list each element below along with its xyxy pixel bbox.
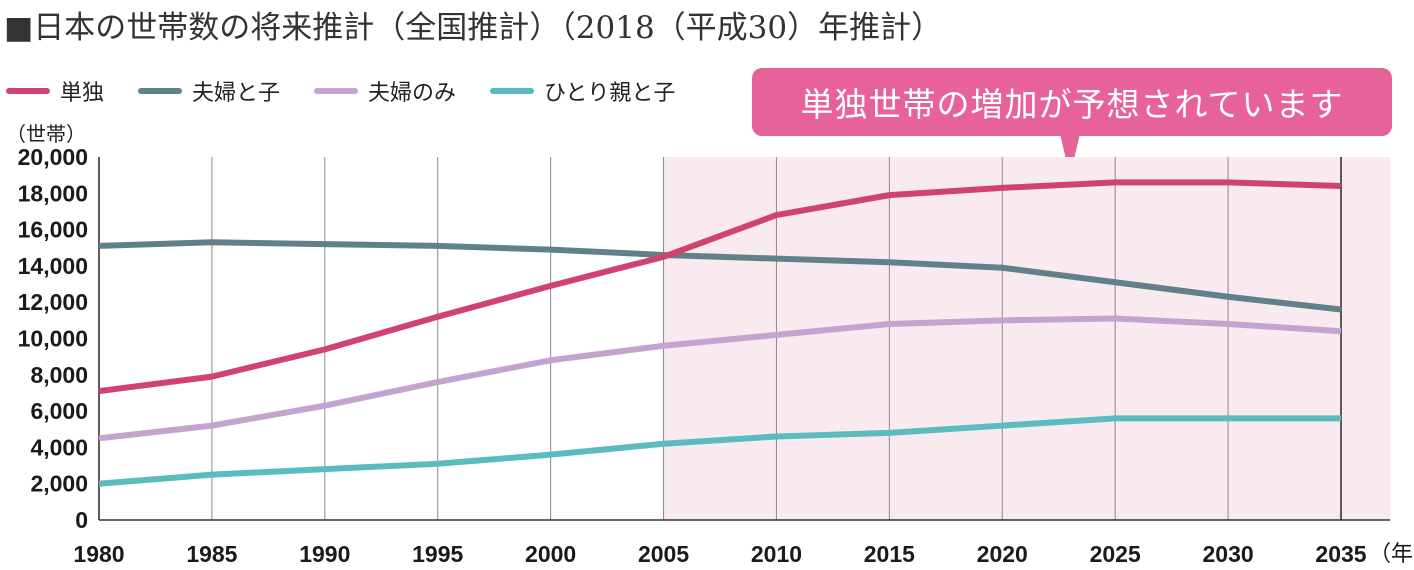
- legend-label-couple-only: 夫婦のみ: [368, 81, 457, 106]
- x-tick-label: 1990: [299, 541, 350, 567]
- series-line-single: [98, 179, 1342, 395]
- legend-swatch-single-parent: [490, 88, 535, 94]
- x-tick-label: 2035: [1315, 541, 1366, 567]
- y-tick-label: 18,000: [18, 180, 88, 206]
- series-line-couple-only: [98, 315, 1342, 442]
- x-tick-label: 2025: [1090, 541, 1141, 567]
- legend-item-couple-children: 夫婦と子: [138, 75, 280, 107]
- y-tick-label: 4,000: [30, 434, 88, 460]
- x-tick-label: 2005: [638, 541, 689, 567]
- series-line-single-parent: [98, 415, 1341, 487]
- y-tick-label: 8,000: [30, 362, 88, 388]
- y-tick-label: 14,000: [18, 253, 88, 279]
- callout-text: 単独世帯の増加が予想されています: [800, 85, 1344, 124]
- legend-item-single: 単独: [6, 75, 104, 107]
- legend-item-couple-only: 夫婦のみ: [314, 75, 456, 107]
- y-tick-label: 20,000: [18, 144, 88, 170]
- legend-label-single-parent: ひとり親と子: [544, 81, 676, 106]
- y-tick-label: 10,000: [18, 326, 88, 352]
- chart-title: ■日本の世帯数の将来推計（全国推計）（2018（平成30）年推計）: [4, 10, 943, 46]
- y-tick-label: 0: [75, 507, 88, 533]
- x-axis-unit-label: （年）: [1369, 542, 1414, 567]
- x-tick-label: 1985: [186, 541, 237, 567]
- y-tick-label: 6,000: [30, 398, 88, 424]
- y-tick-label: 12,000: [18, 289, 88, 315]
- legend-item-single-parent: ひとり親と子: [490, 75, 675, 107]
- x-tick-label: 2010: [751, 541, 802, 567]
- x-tick-label: 1995: [412, 541, 463, 567]
- x-tick-label: 1980: [73, 541, 124, 567]
- x-tick-label: 2030: [1203, 541, 1254, 567]
- y-tick-label: 2,000: [30, 471, 88, 497]
- x-tick-label: 2015: [864, 541, 915, 567]
- legend-swatch-single: [6, 88, 50, 94]
- legend-swatch-couple-children: [138, 88, 183, 94]
- y-axis-unit-label: （世帯）: [6, 122, 86, 146]
- series-line-couple-children: [98, 239, 1342, 313]
- legend-label-couple-children: 夫婦と子: [192, 81, 281, 106]
- legend-label-single: 単独: [60, 81, 105, 106]
- callout-bubble: 単独世帯の増加が予想されています: [752, 68, 1392, 136]
- chart-legend: 単独 夫婦と子 夫婦のみ ひとり親と子: [6, 76, 709, 106]
- y-tick-label: 16,000: [18, 217, 88, 243]
- projection-band: [663, 157, 1390, 520]
- x-tick-label: 2020: [977, 541, 1028, 567]
- x-tick-label: 2000: [525, 541, 576, 567]
- legend-swatch-couple-only: [314, 88, 359, 94]
